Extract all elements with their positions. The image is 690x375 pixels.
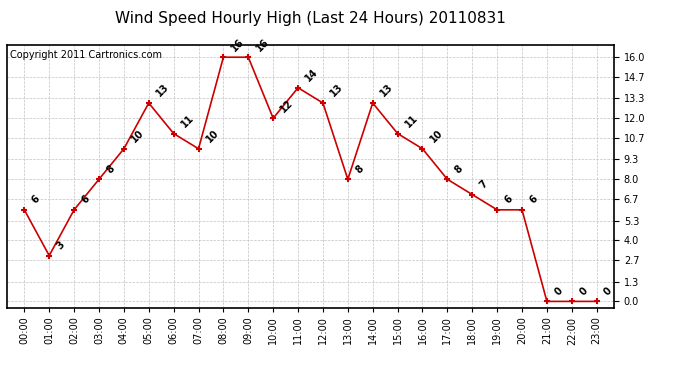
Text: 3: 3 bbox=[55, 240, 67, 252]
Text: 16: 16 bbox=[229, 36, 246, 53]
Text: 8: 8 bbox=[104, 163, 117, 175]
Text: 6: 6 bbox=[528, 194, 540, 206]
Text: 14: 14 bbox=[304, 67, 320, 84]
Text: 0: 0 bbox=[578, 285, 589, 297]
Text: 7: 7 bbox=[477, 178, 490, 190]
Text: 8: 8 bbox=[453, 163, 465, 175]
Text: 6: 6 bbox=[503, 194, 515, 206]
Text: Copyright 2011 Cartronics.com: Copyright 2011 Cartronics.com bbox=[10, 50, 162, 60]
Text: 13: 13 bbox=[155, 82, 171, 99]
Text: 11: 11 bbox=[403, 113, 420, 129]
Text: 10: 10 bbox=[204, 128, 221, 145]
Text: 10: 10 bbox=[428, 128, 444, 145]
Text: 10: 10 bbox=[130, 128, 146, 145]
Text: 16: 16 bbox=[254, 36, 270, 53]
Text: 13: 13 bbox=[378, 82, 395, 99]
Text: 6: 6 bbox=[79, 194, 92, 206]
Text: 0: 0 bbox=[553, 285, 564, 297]
Text: Wind Speed Hourly High (Last 24 Hours) 20110831: Wind Speed Hourly High (Last 24 Hours) 2… bbox=[115, 11, 506, 26]
Text: 13: 13 bbox=[328, 82, 345, 99]
Text: 0: 0 bbox=[602, 285, 614, 297]
Text: 8: 8 bbox=[353, 163, 365, 175]
Text: 11: 11 bbox=[179, 113, 196, 129]
Text: 6: 6 bbox=[30, 194, 41, 206]
Text: 12: 12 bbox=[279, 98, 295, 114]
